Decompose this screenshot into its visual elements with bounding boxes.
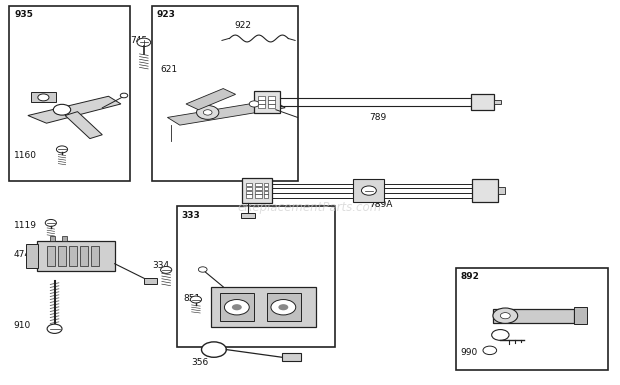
Text: 923: 923 [157,10,175,19]
Bar [494,100,501,104]
Bar [80,246,88,266]
Circle shape [137,38,151,47]
Text: 1160: 1160 [14,151,37,161]
Bar [26,244,38,268]
Bar [37,241,115,271]
Text: eReplacementParts.com: eReplacementParts.com [238,201,382,214]
Bar [264,187,268,190]
Bar [69,246,77,266]
Bar [211,287,316,327]
Bar [456,268,608,370]
Bar [258,96,265,100]
Bar [50,236,55,241]
Bar [268,100,275,104]
Bar [258,104,265,108]
Circle shape [56,146,68,153]
Bar [353,179,384,202]
Circle shape [198,267,207,272]
Circle shape [232,304,242,310]
Circle shape [190,296,202,303]
Bar [246,191,252,194]
Bar [493,309,574,323]
Polygon shape [167,100,285,125]
Bar [282,353,301,361]
Text: 935: 935 [14,10,33,19]
Polygon shape [28,96,121,123]
Bar [246,183,252,186]
Bar [268,96,275,100]
Bar [255,194,262,198]
Circle shape [197,105,219,119]
Bar [246,194,252,198]
Bar [220,293,254,321]
Circle shape [47,324,62,333]
Text: 910: 910 [14,321,31,330]
Circle shape [493,308,518,323]
Bar [255,183,262,186]
Bar [264,194,268,198]
Circle shape [161,266,172,273]
Circle shape [120,93,128,98]
Bar [31,92,56,102]
Text: 356: 356 [191,358,208,367]
Text: 990: 990 [460,348,477,357]
Bar [498,187,505,194]
Text: 1119: 1119 [14,221,37,230]
Circle shape [483,346,497,355]
Text: 789A: 789A [369,199,392,209]
Circle shape [492,330,509,340]
Bar [264,183,268,186]
Bar [472,179,498,202]
Bar [91,246,99,266]
Circle shape [202,342,226,357]
Bar [152,6,298,181]
Circle shape [45,219,56,226]
Bar [471,94,494,110]
Text: 922: 922 [234,20,251,30]
Bar [267,293,301,321]
Bar [144,278,157,284]
Bar [255,187,262,190]
Text: 789: 789 [369,113,386,122]
Text: 474: 474 [14,249,30,259]
Circle shape [500,313,510,319]
Circle shape [249,101,259,107]
Bar [58,246,66,266]
Polygon shape [186,89,236,110]
Circle shape [224,300,249,315]
Circle shape [271,300,296,315]
Circle shape [361,186,376,195]
Bar [268,104,275,108]
Circle shape [203,110,212,115]
Bar [246,187,252,190]
Bar [254,91,280,113]
Circle shape [53,104,71,115]
Bar [46,246,55,266]
Text: 621: 621 [160,65,177,74]
Bar [255,191,262,194]
Text: 892: 892 [461,272,479,281]
Text: 334: 334 [152,261,169,270]
Text: 745: 745 [130,36,148,45]
Text: 851: 851 [183,294,200,303]
Bar [241,213,255,218]
Circle shape [38,94,49,101]
Bar [9,6,130,181]
Bar [62,236,67,241]
Bar [574,307,587,324]
Polygon shape [65,112,102,139]
Bar [242,178,272,203]
Text: 333: 333 [182,211,200,219]
Bar [177,206,335,346]
Bar [258,100,265,104]
Bar [264,191,268,194]
Circle shape [278,304,288,310]
